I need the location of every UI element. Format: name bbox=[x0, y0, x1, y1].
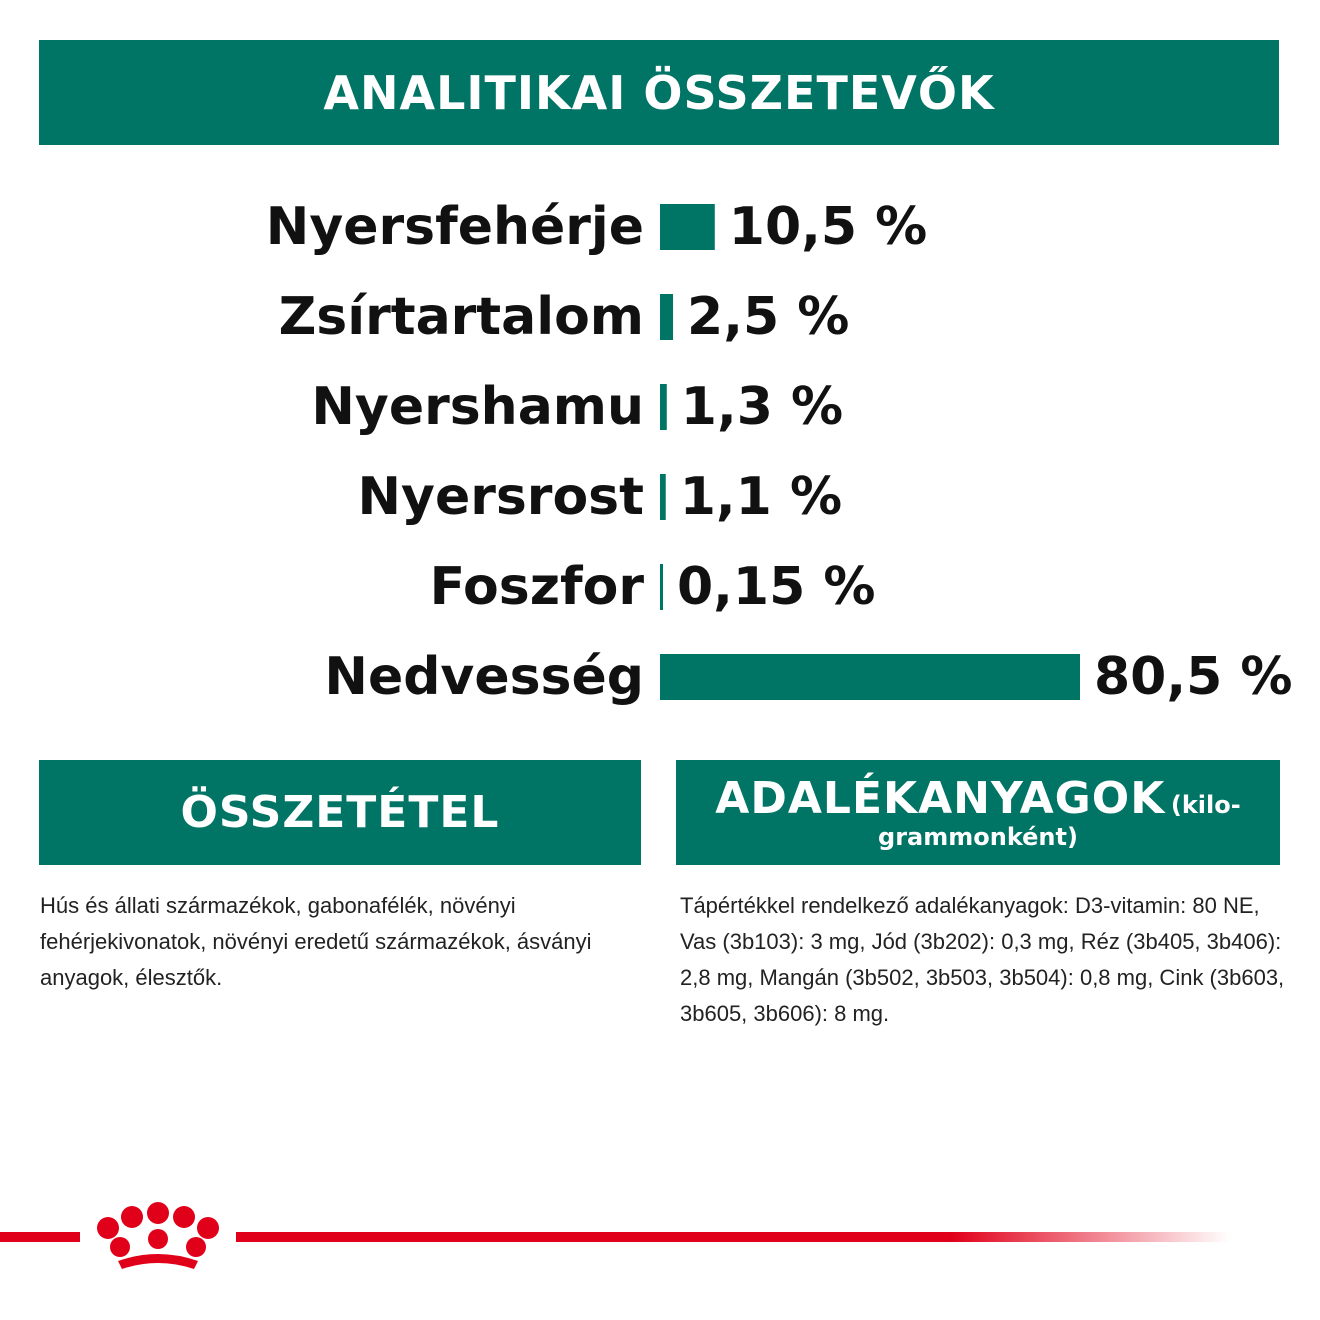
bar bbox=[660, 384, 667, 430]
additives-header-banner: ADALÉKANYAGOK (kilo- grammonként) bbox=[676, 760, 1280, 865]
crown-icon bbox=[97, 1202, 219, 1269]
value-label: 10,5 % bbox=[729, 197, 928, 257]
value-label: 80,5 % bbox=[1094, 647, 1293, 707]
bar bbox=[660, 564, 663, 610]
additives-text: Tápértékkel rendelkező adalékanyagok: D3… bbox=[680, 893, 1285, 1026]
additives-heading: ADALÉKANYAGOK bbox=[715, 773, 1166, 825]
composition-header-banner: ÖSSZETÉTEL bbox=[39, 760, 641, 865]
bar bbox=[660, 204, 715, 250]
value-label: 1,3 % bbox=[681, 377, 843, 437]
bar bbox=[660, 654, 1080, 700]
analytic-header-banner: ANALITIKAI ÖSSZETEVŐK bbox=[39, 40, 1279, 145]
category-label: Zsírtartalom bbox=[279, 287, 644, 347]
analytic-header-title: ANALITIKAI ÖSSZETEVŐK bbox=[323, 65, 995, 120]
category-label: Foszfor bbox=[430, 557, 645, 617]
category-label: Nedvesség bbox=[324, 647, 644, 707]
brand-strip bbox=[0, 1202, 1230, 1269]
category-label: Nyersfehérje bbox=[266, 197, 644, 257]
brand-line-left bbox=[0, 1232, 80, 1242]
bar bbox=[660, 294, 674, 340]
category-label: Nyershamu bbox=[311, 377, 644, 437]
bar bbox=[660, 474, 666, 520]
composition-text: Hús és állati származékok, gabonafélék, … bbox=[40, 893, 592, 990]
category-label: Nyersrost bbox=[358, 467, 644, 527]
value-label: 2,5 % bbox=[687, 287, 849, 347]
composition-heading: ÖSSZETÉTEL bbox=[180, 787, 500, 838]
brand-line-right bbox=[236, 1232, 1230, 1242]
analytic-bar-chart: Nyersfehérje 10,5 % Zsírtartalom 2,5 % Nyers… bbox=[266, 197, 1293, 707]
value-label: 0,15 % bbox=[677, 557, 876, 617]
additives-heading-note-1: (kilo- bbox=[1170, 791, 1241, 820]
additives-heading-note-2: grammonként) bbox=[878, 822, 1078, 851]
value-label: 1,1 % bbox=[680, 467, 842, 527]
